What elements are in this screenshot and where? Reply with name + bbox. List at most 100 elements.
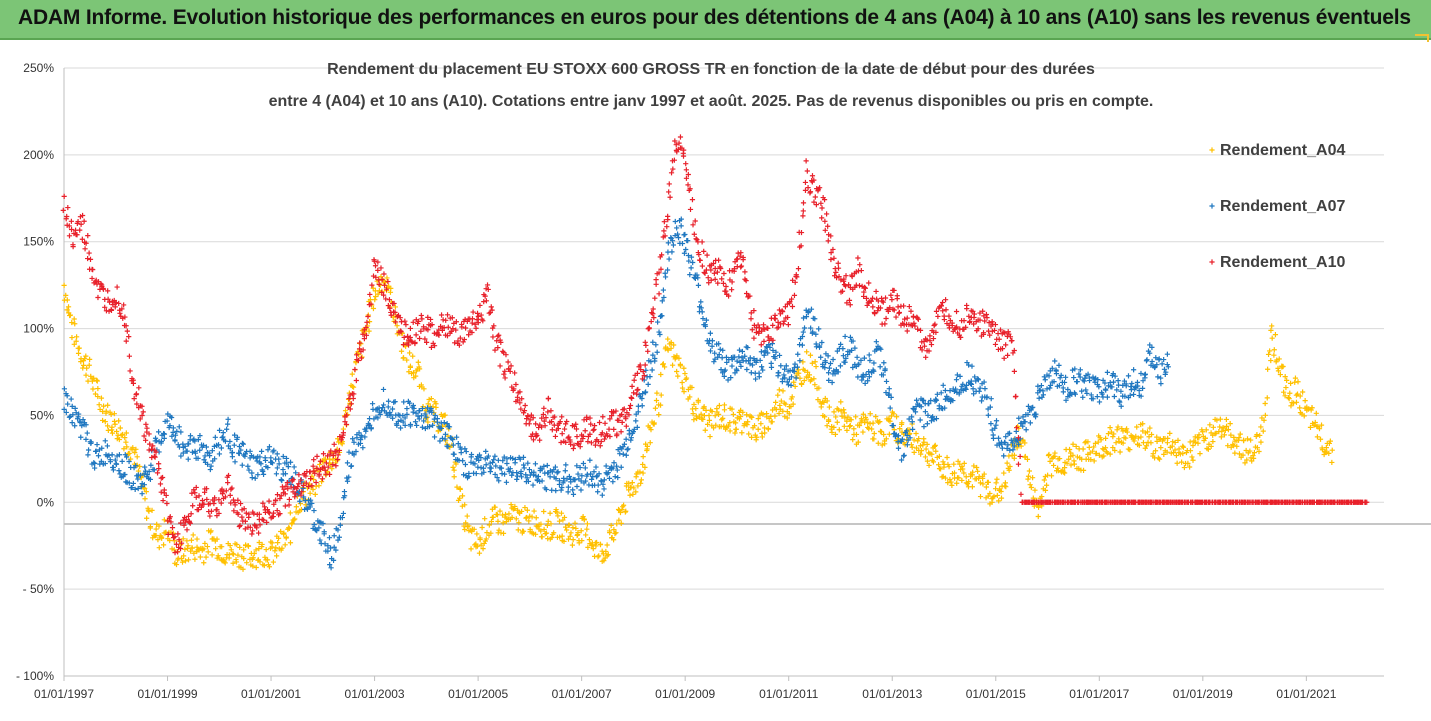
data-point	[1111, 393, 1117, 400]
data-point	[606, 426, 612, 432]
data-point	[1195, 440, 1201, 446]
data-point	[330, 453, 336, 459]
data-point	[1051, 379, 1057, 385]
data-point	[687, 394, 693, 400]
data-point	[1066, 456, 1072, 462]
data-point	[342, 419, 348, 425]
data-point	[269, 544, 275, 550]
data-point	[1268, 327, 1274, 333]
data-point	[117, 425, 123, 431]
data-point	[490, 514, 496, 520]
data-point	[978, 398, 985, 404]
data-point	[894, 293, 900, 299]
data-point	[90, 267, 96, 273]
data-point	[553, 475, 559, 482]
data-point	[998, 441, 1005, 447]
data-point	[380, 402, 387, 408]
data-point	[172, 534, 178, 540]
data-point	[770, 322, 776, 328]
data-point	[343, 412, 350, 418]
data-point	[173, 561, 180, 568]
data-point	[831, 368, 837, 374]
data-point	[1140, 421, 1146, 427]
data-point	[252, 475, 258, 481]
data-point	[1055, 465, 1061, 471]
data-point	[922, 454, 929, 460]
data-point	[702, 323, 709, 329]
data-point	[1200, 429, 1206, 435]
data-point	[454, 434, 460, 440]
data-point	[1110, 379, 1117, 385]
data-point	[1050, 462, 1057, 469]
data-point	[216, 497, 222, 503]
data-point	[611, 537, 617, 543]
data-point	[614, 467, 620, 473]
data-point	[846, 423, 853, 430]
data-point	[1111, 431, 1117, 437]
data-point	[380, 404, 386, 411]
data-point	[612, 474, 618, 480]
data-point	[553, 488, 559, 494]
data-point	[328, 565, 334, 571]
data-point	[61, 406, 67, 412]
data-point	[237, 500, 244, 507]
data-point	[253, 564, 259, 571]
data-point	[982, 386, 988, 392]
data-point	[201, 457, 207, 463]
data-point	[799, 333, 806, 340]
data-point	[675, 373, 681, 379]
data-point	[185, 543, 191, 549]
data-point	[1035, 513, 1041, 520]
data-point	[707, 433, 713, 440]
data-point	[955, 458, 961, 464]
data-point	[852, 345, 858, 351]
data-point	[274, 507, 280, 514]
data-point	[1047, 382, 1054, 389]
data-point	[83, 436, 89, 442]
data-point	[574, 483, 580, 490]
data-point	[122, 435, 128, 441]
data-point	[1156, 456, 1163, 462]
data-point	[212, 434, 218, 440]
data-point	[969, 484, 976, 490]
data-point	[284, 480, 290, 486]
corner-mark	[1415, 34, 1429, 42]
data-point	[626, 405, 633, 412]
data-point	[651, 420, 657, 426]
data-point	[639, 395, 645, 402]
data-point	[804, 349, 810, 355]
data-point	[260, 471, 267, 477]
data-point	[595, 489, 601, 495]
data-point	[677, 134, 684, 140]
data-point	[831, 424, 837, 430]
data-point	[683, 375, 690, 381]
data-point	[450, 464, 456, 470]
data-point	[203, 554, 209, 560]
grid-lines	[64, 67, 1431, 677]
data-point	[314, 465, 320, 471]
data-point	[872, 311, 878, 317]
data-point	[95, 385, 101, 392]
data-point	[320, 451, 327, 457]
data-point	[857, 262, 863, 268]
data-point	[1094, 394, 1100, 400]
data-point	[653, 397, 660, 404]
data-point	[850, 364, 856, 371]
data-point	[589, 542, 596, 548]
data-point	[216, 555, 222, 561]
data-point	[623, 436, 629, 442]
data-point	[342, 493, 348, 499]
data-point	[1096, 384, 1102, 390]
data-point	[295, 484, 301, 490]
data-point	[142, 496, 148, 502]
data-point	[926, 401, 932, 407]
data-point	[367, 422, 373, 428]
data-point	[469, 316, 476, 322]
data-point	[203, 444, 210, 450]
data-point	[255, 472, 261, 478]
data-point	[518, 470, 524, 477]
data-point	[1192, 439, 1198, 445]
data-point	[647, 374, 653, 380]
data-point	[170, 425, 176, 431]
data-point	[1072, 366, 1078, 372]
